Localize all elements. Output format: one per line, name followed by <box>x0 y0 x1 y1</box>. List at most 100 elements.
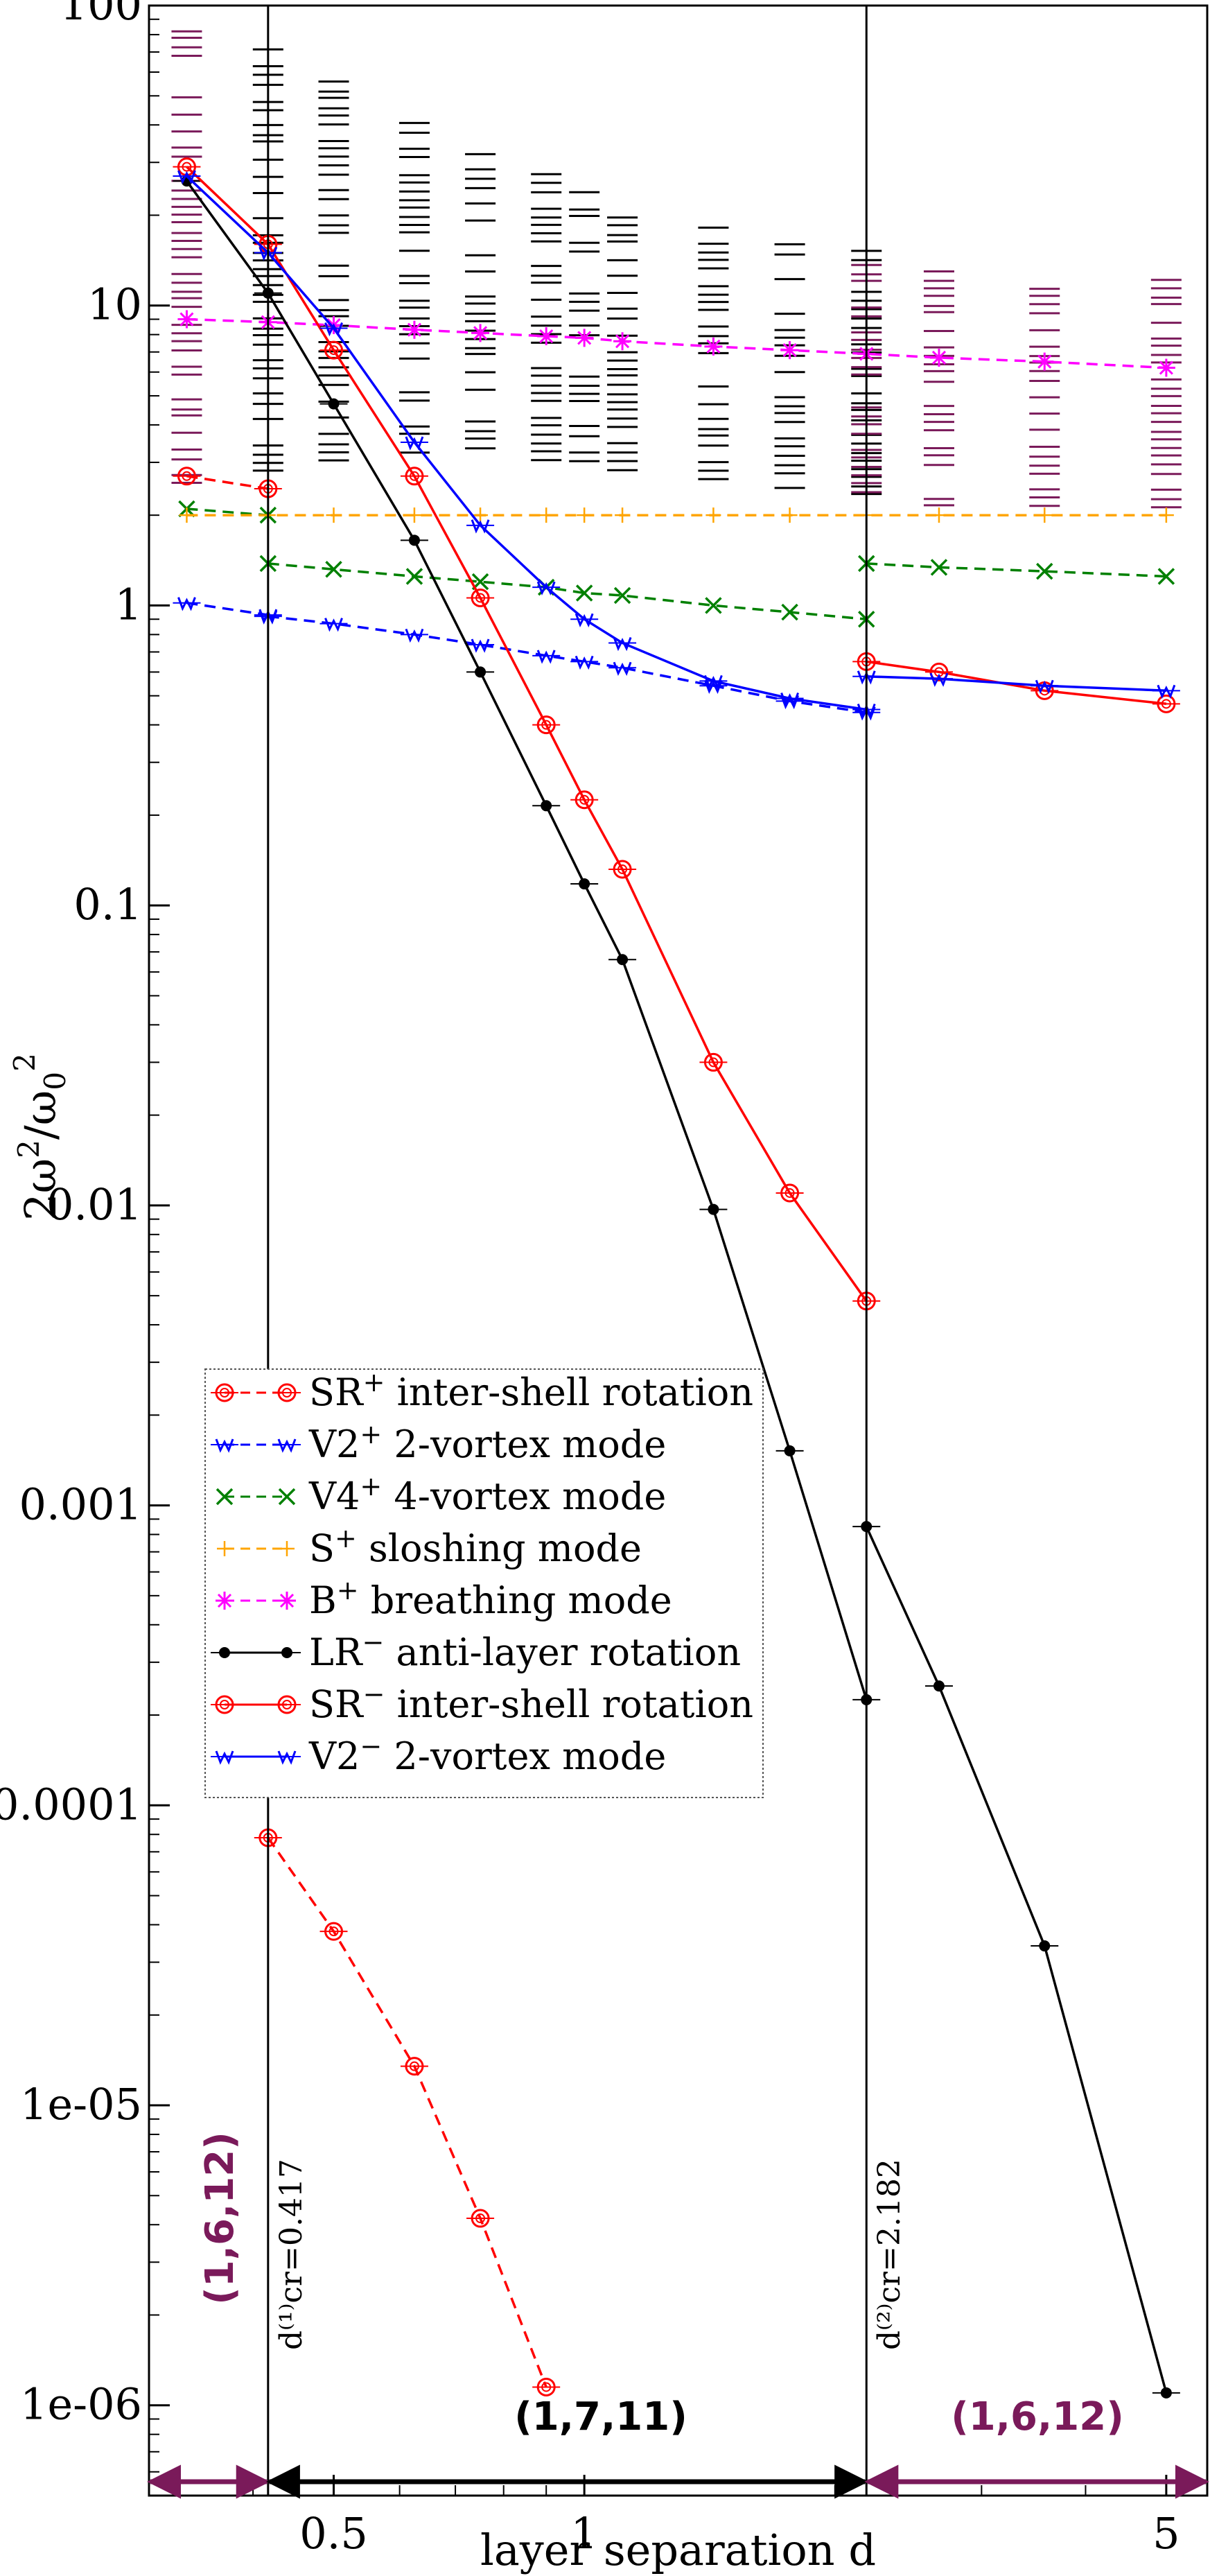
data-point <box>613 586 631 604</box>
legend-label: SR− inter-shell rotation <box>309 1679 753 1726</box>
data-point <box>615 507 631 523</box>
legend-entry: V2− 2-vortex mode <box>211 1731 666 1778</box>
data-point <box>466 2209 495 2228</box>
data-point <box>319 398 348 410</box>
data-point <box>466 519 495 534</box>
y-tick-label: 10 <box>87 279 142 330</box>
y-tick-label: 0.001 <box>19 1479 143 1530</box>
data-point <box>177 310 196 329</box>
data-point <box>216 1488 234 1506</box>
data-point <box>699 1203 728 1215</box>
y-tick-label: 1e-05 <box>20 2079 142 2130</box>
legend-label: LR− anti-layer rotation <box>309 1627 741 1674</box>
series-b-breathing-mode <box>177 310 1175 377</box>
data-point <box>400 436 428 451</box>
data-point <box>699 679 728 694</box>
series-line <box>186 507 268 516</box>
data-point <box>211 1383 238 1402</box>
series-line <box>186 475 269 490</box>
series-sr-inter-shell-rotation <box>173 467 561 2396</box>
data-point <box>705 597 722 614</box>
data-point <box>705 507 721 523</box>
data-point <box>319 618 348 632</box>
data-point <box>211 1750 238 1765</box>
data-point <box>211 1695 238 1714</box>
data-point <box>211 1438 238 1453</box>
series-line <box>186 601 269 616</box>
spectrum-column <box>1150 279 1182 509</box>
spectrum-column <box>923 270 954 507</box>
data-point <box>930 559 948 576</box>
spectrum-column <box>698 226 729 480</box>
spectrum-column <box>607 216 638 471</box>
series-v2-2-vortex-mode <box>173 170 1180 718</box>
x-tick-label: 0.5 <box>299 2508 368 2559</box>
legend-entry: SR− inter-shell rotation <box>211 1679 753 1726</box>
legend-entry: V4+ 4-vortex mode <box>216 1471 666 1518</box>
data-point <box>780 341 799 360</box>
data-point <box>319 1922 348 1941</box>
y-tick-label: 0.01 <box>46 1179 142 1230</box>
data-point <box>471 324 490 342</box>
series-s-sloshing-mode <box>179 507 1174 523</box>
plot-frame <box>148 4 1209 2497</box>
data-point <box>782 507 798 523</box>
data-point <box>217 1541 232 1556</box>
spectrum-column <box>569 191 600 462</box>
data-point <box>704 337 723 356</box>
data-point <box>570 613 599 627</box>
data-point <box>405 320 423 339</box>
data-point <box>406 507 422 523</box>
critical-label-d_cr2: d⁽²⁾cr=2.182 <box>872 2159 907 2350</box>
spectrum-column <box>1029 288 1060 507</box>
data-point <box>608 954 637 966</box>
data-point <box>570 655 599 670</box>
data-point <box>608 636 637 652</box>
data-point <box>613 332 632 351</box>
data-point <box>1036 562 1053 580</box>
data-point <box>931 507 947 523</box>
data-point <box>273 1383 301 1402</box>
spectrum-column <box>531 173 562 462</box>
series-line <box>186 166 868 1302</box>
legend-entry: LR− anti-layer rotation <box>211 1627 741 1674</box>
legend-label: V4+ 4-vortex mode <box>308 1471 666 1518</box>
data-point <box>929 348 948 367</box>
legend-entry: S+ sloshing mode <box>217 1523 642 1570</box>
data-point <box>1158 507 1174 523</box>
spectrum-layer <box>171 30 1182 509</box>
data-point <box>466 588 495 607</box>
data-point <box>924 672 953 687</box>
data-point <box>608 860 637 879</box>
data-point <box>326 507 342 523</box>
region-arrows: (1,6,12) (1,7,11) (1,6,12) <box>147 2132 1209 2499</box>
data-point <box>924 1680 953 1692</box>
spectrum-column <box>171 30 202 484</box>
legend-entry: V2+ 2-vortex mode <box>211 1419 666 1466</box>
legend-entry: SR+ inter-shell rotation <box>211 1367 753 1414</box>
data-point <box>279 1541 295 1556</box>
data-point <box>319 322 348 337</box>
series-lr-anti-layer-rotation <box>173 175 1180 2399</box>
legend: SR+ inter-shell rotation V2+ 2-vortex mod… <box>204 1367 764 1798</box>
data-point <box>405 568 423 585</box>
data-point <box>173 170 201 184</box>
data-point <box>216 1592 234 1610</box>
legend-label: S+ sloshing mode <box>309 1523 642 1570</box>
data-point <box>325 561 342 578</box>
series-line <box>866 562 1166 578</box>
series-line <box>186 175 867 711</box>
data-point <box>1035 352 1054 371</box>
data-point <box>532 715 561 735</box>
data-point <box>532 650 561 664</box>
series-line <box>268 615 867 714</box>
x-axis-label: layer separation d <box>480 2525 876 2575</box>
data-point <box>775 1445 804 1456</box>
axes: 100 10 1 0.1 0.01 0.001 0.0001 1e-05 1e-06 0.5 1 5 <box>0 0 1180 2559</box>
data-point <box>1037 507 1053 523</box>
y-tick-label: 0.1 <box>73 879 142 930</box>
data-point <box>537 327 556 346</box>
data-point <box>532 581 561 595</box>
series-line <box>186 317 1166 369</box>
region-label: (1,6,12) <box>951 2394 1124 2439</box>
